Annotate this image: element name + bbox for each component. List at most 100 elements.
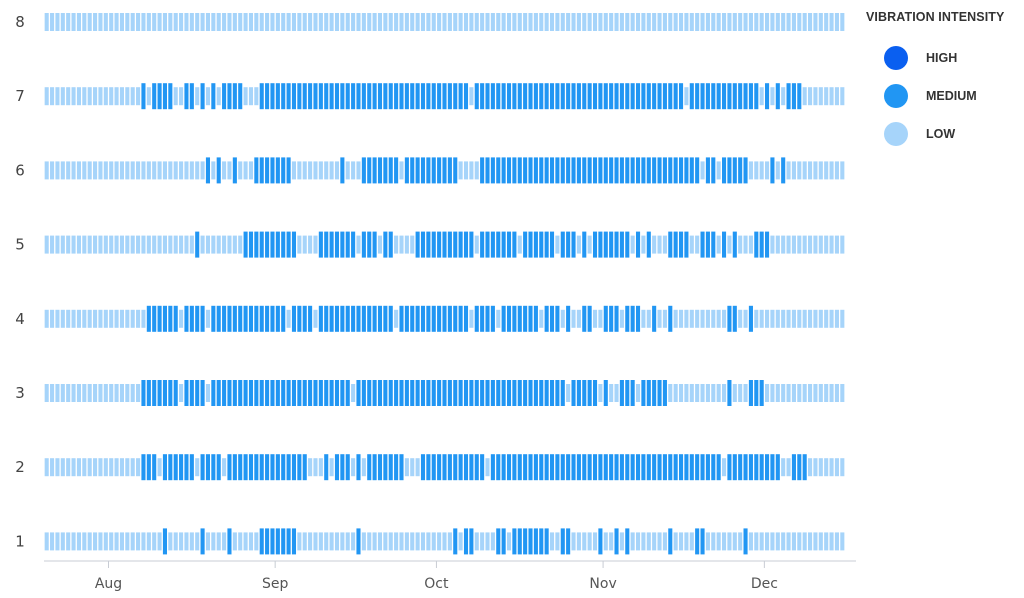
cell-low [716,235,721,254]
cell-low [60,87,65,106]
cell-low [678,13,684,31]
cell-medium [544,380,549,406]
legend-item-high[interactable]: HIGH [860,44,1024,82]
cell-low [571,309,576,328]
cell-medium [377,83,383,110]
cell-low [549,532,555,551]
cell-low [727,13,732,31]
cell-low [786,458,791,477]
cell-low [673,384,678,402]
cell-medium [162,528,167,555]
cell-low [824,235,829,254]
cell-medium [447,231,452,258]
cell-low [646,309,651,328]
cell-medium [555,305,560,332]
cell-low [324,13,329,31]
cell-low [211,13,216,31]
cell-medium [463,454,469,481]
cell-low [265,13,270,31]
cell-medium [168,83,173,110]
cell-medium [533,231,538,258]
cell-low [808,161,813,180]
cell-low [179,309,184,328]
cell-low [146,532,151,551]
cell-medium [270,528,275,555]
cell-low [775,384,780,402]
cell-low [560,309,565,328]
cell-low [571,532,576,551]
cell-low [463,161,469,180]
cell-low [351,532,356,551]
cell-low [469,87,474,106]
cell-medium [598,454,603,481]
cell-medium [512,83,517,110]
cell-medium [641,83,646,110]
cell-low [340,532,345,551]
cell-medium [431,380,436,406]
cell-medium [770,157,775,184]
medium-color-swatch [884,84,908,108]
cell-low [743,309,748,328]
cell-medium [469,454,474,481]
legend-item-medium[interactable]: MEDIUM [860,82,1024,120]
cell-low [44,87,49,106]
cell-low [313,235,318,254]
cell-medium [480,305,485,332]
cell-low [184,13,189,31]
cell-low [114,87,119,106]
cell-low [93,235,98,254]
cell-low [786,13,791,31]
cell-medium [614,528,619,555]
cell-low [829,235,834,254]
cell-low [539,13,544,31]
cell-low [383,13,388,31]
x-tick-label-sep: Sep [262,576,289,592]
cell-medium [496,380,501,406]
cell-medium [420,231,426,258]
cell-medium [372,157,377,184]
cell-medium [587,454,592,481]
cell-medium [281,231,286,258]
cell-low [770,87,775,106]
cell-low [700,161,705,180]
cell-low [297,532,302,551]
cell-medium [152,380,157,406]
cell-low [308,532,313,551]
cell-low [646,532,651,551]
cell-medium [485,305,490,332]
cell-low [748,532,753,551]
legend-item-low[interactable]: LOW [860,120,1024,158]
cell-medium [748,83,753,110]
cell-medium [700,83,705,110]
cell-medium [334,231,340,258]
cell-medium [437,83,442,110]
cell-medium [340,157,345,184]
cell-medium [754,231,759,258]
cell-medium [367,380,372,406]
cell-medium [533,454,538,481]
cell-low [200,161,205,180]
cell-low [399,235,404,254]
cell-medium [641,157,646,184]
cell-low [345,13,350,31]
y-tick-label-1: 1 [15,532,25,550]
cell-medium [291,305,297,332]
cell-low [587,532,592,551]
cell-medium [189,380,194,406]
cell-medium [727,305,732,332]
cell-low [71,309,76,328]
cell-medium [372,305,377,332]
cell-low [286,13,291,31]
cell-medium [313,380,318,406]
x-axis: Aug Sep Oct Nov Dec [95,576,778,592]
cell-low [732,384,737,402]
cell-medium [270,157,275,184]
cell-low [318,458,323,477]
cell-low [797,13,802,31]
cell-medium [582,380,587,406]
cell-low [447,532,452,551]
cell-low [82,309,87,328]
cell-low [179,532,184,551]
cell-medium [743,454,748,481]
cell-low [582,13,587,31]
